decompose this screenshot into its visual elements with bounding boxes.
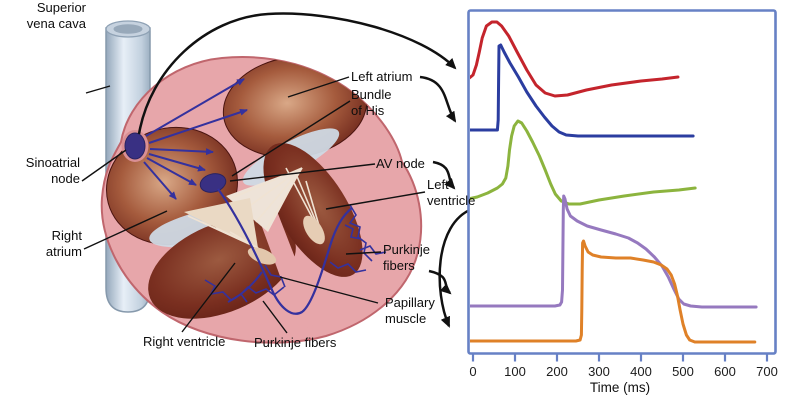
x-tick-label: 400 xyxy=(630,364,652,379)
arrow-left-ventricle-to-orange-trace xyxy=(438,207,473,328)
bundle-of-his-path xyxy=(217,188,353,315)
x-tick-label: 700 xyxy=(756,364,778,379)
conduction-pathways xyxy=(121,78,387,315)
heart-illustration xyxy=(100,56,423,344)
x-tick-label: 100 xyxy=(504,364,526,379)
x-axis-ticks: 0 100 200 300 400 500 600 700 xyxy=(469,353,778,379)
atrial-depolarization-arrows xyxy=(143,78,248,200)
chart-frame xyxy=(467,9,777,355)
chart-traces xyxy=(470,20,758,344)
trace-av-node xyxy=(470,119,697,206)
trace-pointer-arrows xyxy=(137,12,473,328)
label-left-ventricle: Left ventricle xyxy=(427,177,476,208)
arrow-sa-node-to-red-trace xyxy=(137,12,457,135)
x-tick-label: 600 xyxy=(714,364,736,379)
arrow-av-node-to-green-trace xyxy=(432,160,456,190)
label-av-node: AV node xyxy=(376,156,425,171)
label-sinoatrial-node: Sinoatrial node xyxy=(25,155,80,186)
trace-sinoatrial-node xyxy=(470,20,680,98)
x-tick-label: 300 xyxy=(588,364,610,379)
x-axis-title: Time (ms) xyxy=(590,380,650,395)
label-right-atrium: Right atrium xyxy=(45,228,82,259)
av-node-shape xyxy=(199,173,227,193)
chordae-tendineae xyxy=(184,167,323,249)
trace-atrial-muscle xyxy=(470,43,695,138)
papillary-muscle-left xyxy=(303,215,325,245)
arrow-purkinje-to-purple-trace xyxy=(428,269,452,295)
x-tick-label: 200 xyxy=(546,364,568,379)
arrow-left-atrium-to-blue-trace xyxy=(419,75,457,123)
label-papillary-muscle: Papillary muscle xyxy=(385,295,435,326)
label-left-atrium: Left atrium xyxy=(351,69,413,84)
label-purkinje-fibers-bottom: Purkinje fibers xyxy=(254,335,337,350)
trace-ventricular-muscle xyxy=(470,239,757,344)
right-ventricle-chamber xyxy=(148,217,296,319)
label-superior-vena-cava: Superior vena cava xyxy=(26,0,86,31)
x-tick-label: 0 xyxy=(469,364,476,379)
label-leader-lines xyxy=(81,76,426,334)
label-purkinje-fibers-right: Purkinje fibers xyxy=(383,242,430,273)
action-potential-chart: 0 100 200 300 400 500 600 700 Time (ms) xyxy=(467,9,778,395)
label-right-ventricle: Right ventricle xyxy=(143,334,226,349)
x-tick-label: 500 xyxy=(672,364,694,379)
purkinje-fiber-branches xyxy=(204,204,387,303)
label-bundle-of-his: Bundle of His xyxy=(351,87,392,118)
